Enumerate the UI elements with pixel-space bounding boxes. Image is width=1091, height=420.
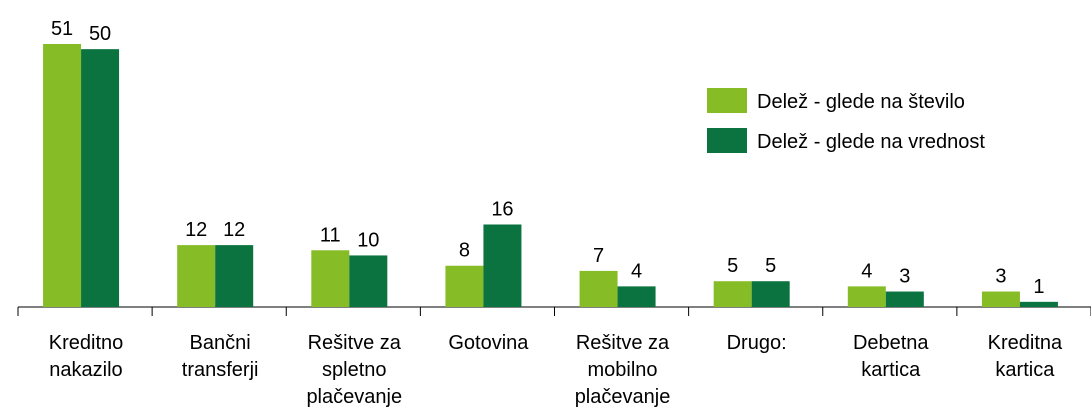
- bar: [311, 250, 350, 307]
- bar: [1019, 301, 1058, 307]
- legend-label: Delež - glede na število: [757, 91, 965, 113]
- value-label: 3: [899, 266, 910, 288]
- x-tick-label: Gotovina: [448, 332, 529, 354]
- x-tick-label: Drugo:: [726, 332, 787, 354]
- value-label: 4: [631, 260, 642, 282]
- value-label: 5: [765, 255, 776, 277]
- x-tick-label: Debetna kartica: [852, 332, 929, 381]
- value-label: 50: [89, 23, 111, 45]
- value-label: 1: [1033, 276, 1044, 298]
- bar: [43, 44, 82, 307]
- value-label: 5: [727, 255, 738, 277]
- value-label: 8: [459, 240, 470, 262]
- bar: [483, 224, 522, 307]
- legend-swatch: [707, 128, 747, 153]
- x-tick-label: Kreditno nakazilo: [48, 332, 124, 381]
- bar: [215, 245, 254, 307]
- value-label: 3: [995, 266, 1006, 288]
- bar: [885, 291, 924, 307]
- legend-label: Delež - glede na vrednost: [757, 131, 985, 153]
- value-label: 16: [491, 198, 513, 220]
- bar: [713, 281, 752, 307]
- value-label: 7: [593, 245, 604, 267]
- legend-swatch: [707, 88, 747, 113]
- value-label: 51: [51, 18, 73, 40]
- x-tick-label: Kreditna kartica: [987, 332, 1063, 381]
- x-tick-label: Rešitve za mobilno plačevanje: [574, 332, 671, 408]
- bar: [579, 270, 618, 307]
- bar: [81, 49, 120, 308]
- value-label: 12: [223, 219, 245, 241]
- bar: [981, 291, 1020, 307]
- value-label: 10: [357, 229, 379, 251]
- bar: [617, 286, 656, 307]
- bar: [847, 286, 886, 307]
- x-tick-label: Bančni transferji: [181, 332, 259, 381]
- value-label: 12: [185, 219, 207, 241]
- bar: [751, 281, 790, 307]
- bar: [177, 245, 216, 307]
- value-label: 11: [320, 224, 341, 246]
- value-label: 4: [861, 260, 872, 282]
- bar: [445, 265, 484, 307]
- bar: [349, 255, 388, 307]
- x-tick-label: Rešitve za spletno plačevanje: [306, 332, 403, 408]
